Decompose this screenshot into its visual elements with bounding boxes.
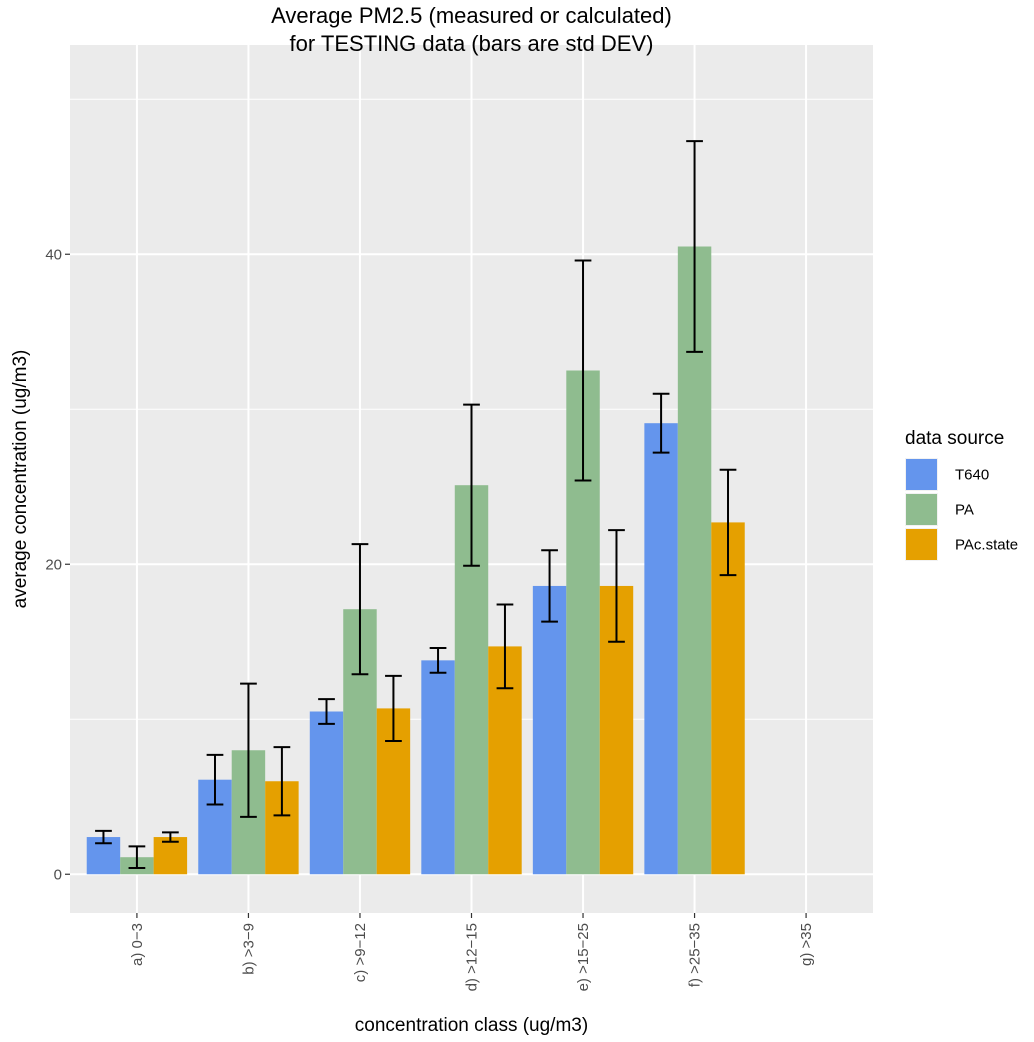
x-axis: a) 0−3 b) >3−9 c) >9−12 d) >12−15 e) >15−25 f… [129,913,815,991]
bar-t640 [532,585,567,875]
x-tick-label: c) >9−12 [352,923,369,982]
x-tick-label: f) >25−35 [687,923,704,987]
bar-t640 [644,423,678,875]
bar-pac-state [153,837,188,875]
x-tick-label: b) >3−9 [240,923,257,975]
legend-label: PAc.state [955,537,1018,554]
y-tick-label: 0 [54,866,62,883]
legend-swatch [906,494,937,525]
bar-t640 [309,711,344,875]
chart-title: Average PM2.5 (measured or calculated) [271,3,672,28]
legend-swatch [906,529,937,560]
bar-pac-state [711,522,745,875]
x-axis-title: concentration class (ug/m3) [355,1015,588,1036]
legend-title: data source [905,428,1004,449]
y-tick-label: 20 [45,556,62,573]
x-tick-label: d) >12−15 [464,923,481,991]
legend-items: T640 PA PAc.state [905,458,1018,561]
bar-t640 [421,660,455,875]
y-axis: 0 20 40 [45,246,70,883]
legend-swatch [906,459,937,490]
legend-label: PA [955,502,974,519]
chart-subtitle: for TESTING data (bars are std DEV) [290,31,654,56]
x-tick-label: g) >35 [798,923,815,966]
x-tick-label: a) 0−3 [129,923,146,966]
bar-layer [86,246,745,875]
legend: data source T640 PA PAc.state [905,428,1018,561]
x-tick-label: e) >15−25 [575,923,592,991]
errorbar-layer [95,140,737,870]
y-axis-title: average concentration (ug/m3) [10,350,31,609]
y-tick-label: 40 [45,246,62,263]
legend-label: T640 [955,467,989,484]
